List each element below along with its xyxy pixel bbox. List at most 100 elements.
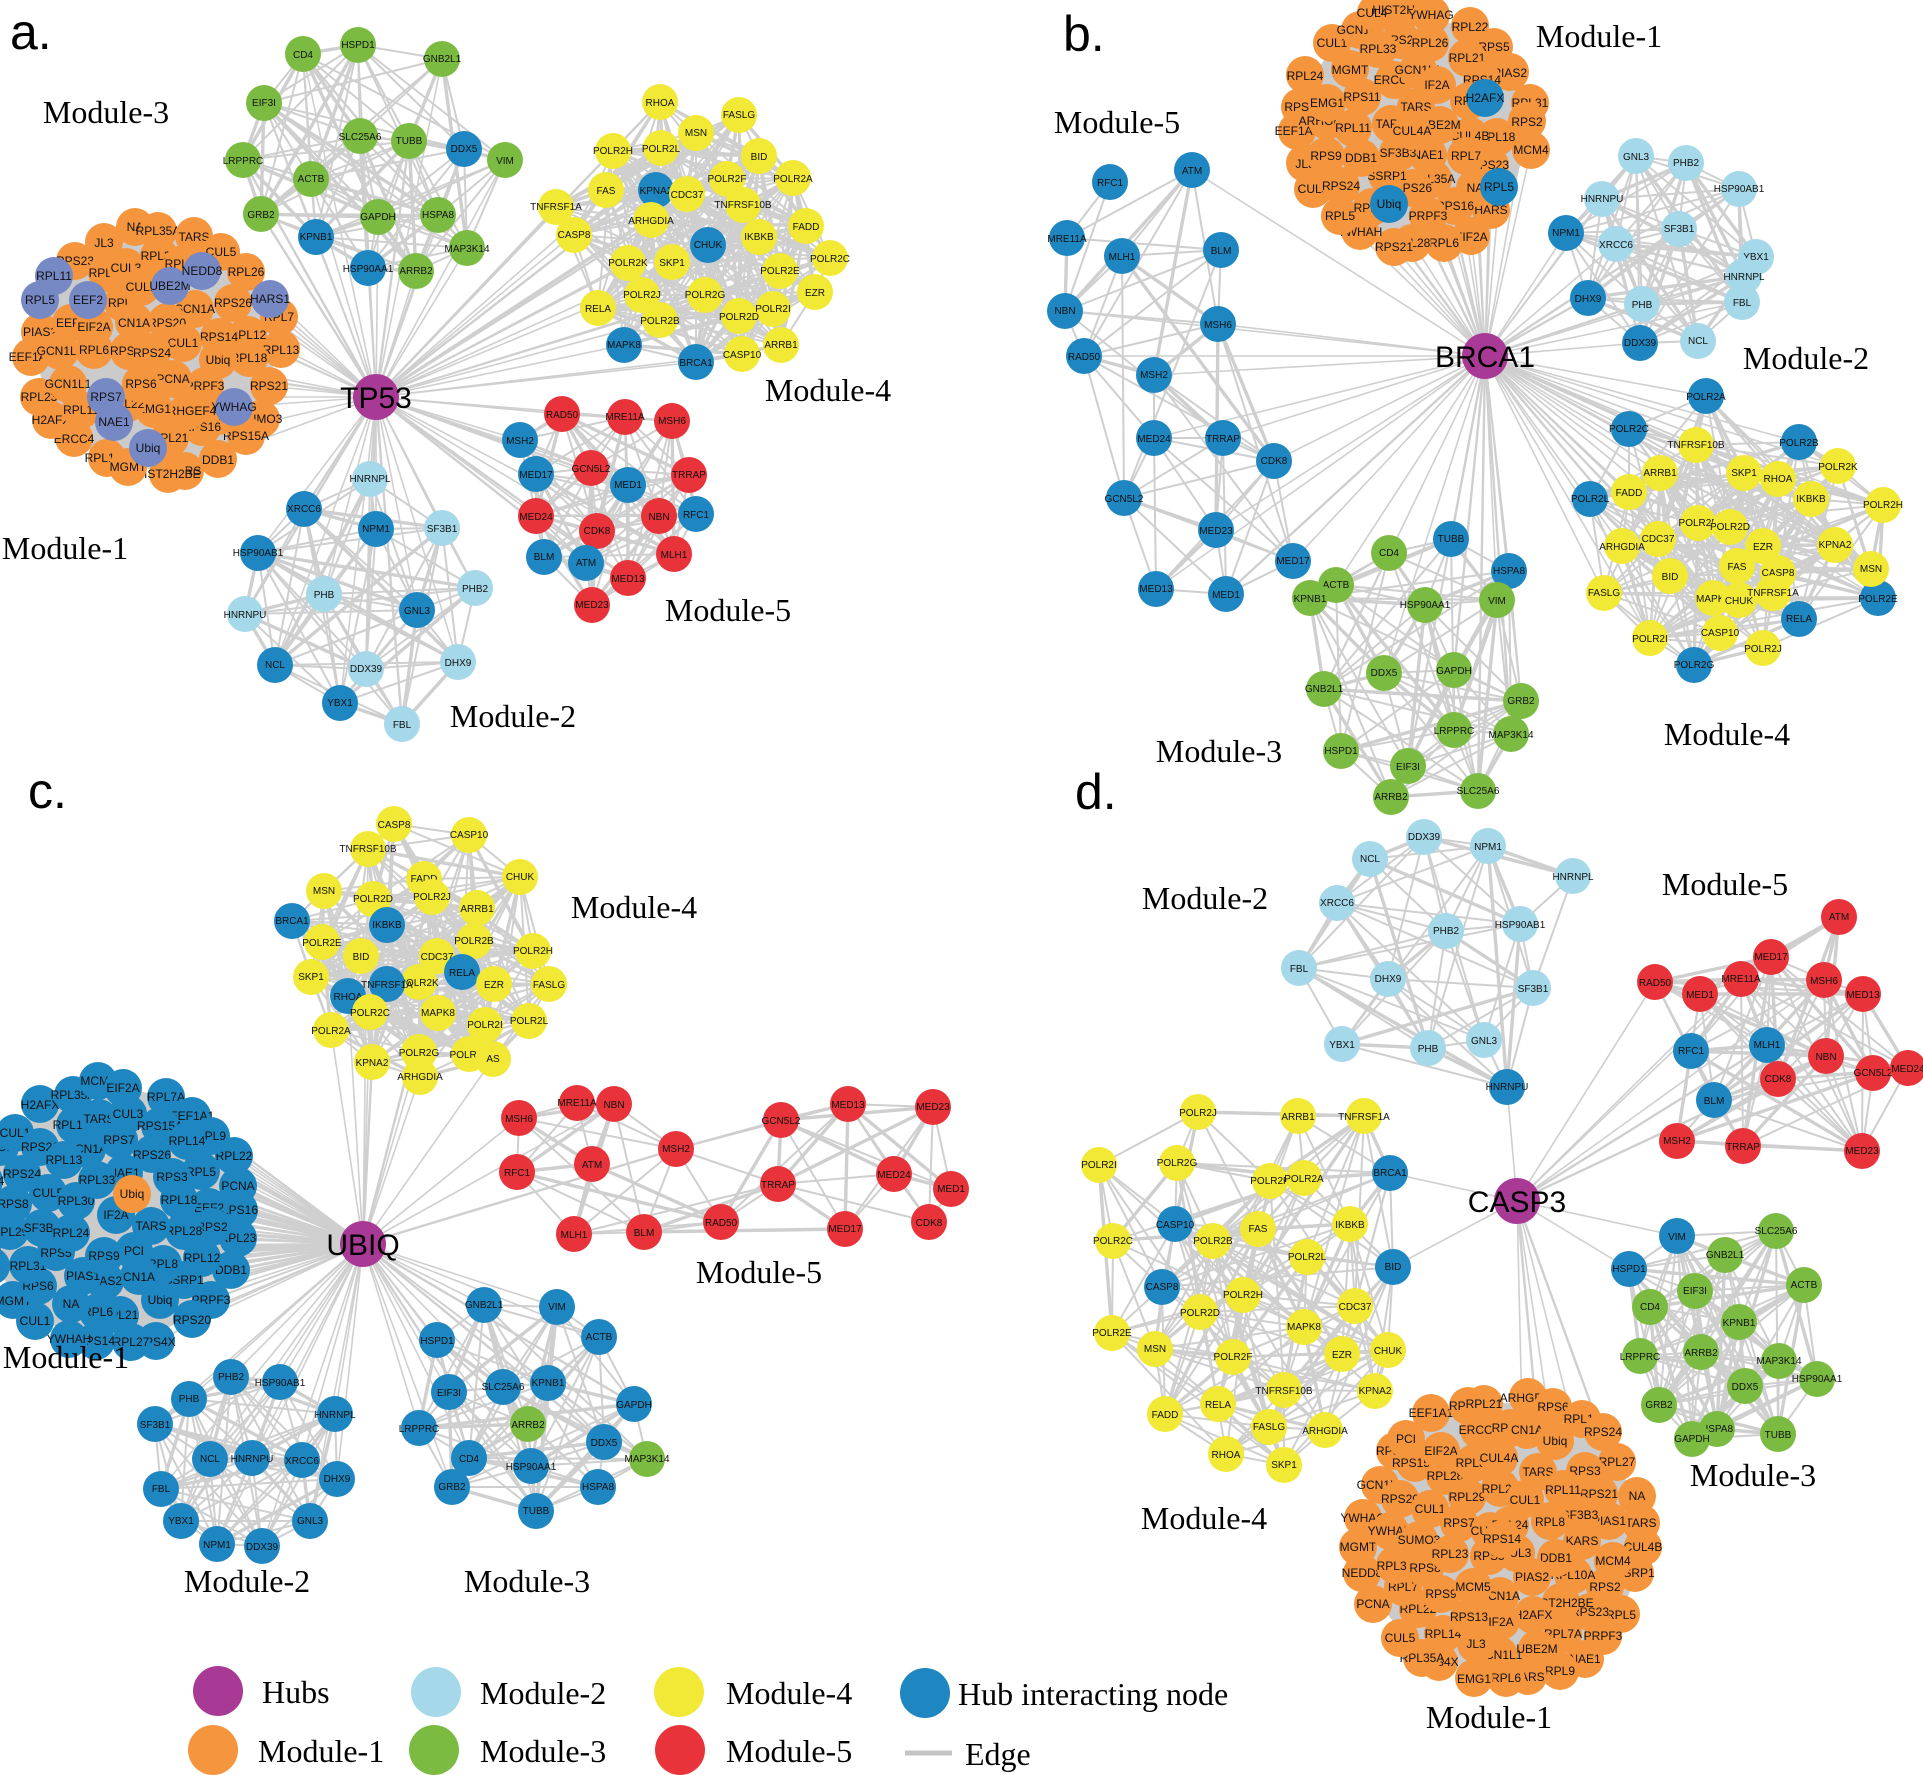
svg-text:DDX5: DDX5 <box>1732 1382 1759 1393</box>
svg-text:HARS1: HARS1 <box>250 292 290 306</box>
svg-text:RPS14: RPS14 <box>200 330 238 344</box>
svg-text:MSH6: MSH6 <box>505 1114 533 1125</box>
svg-text:GRB2: GRB2 <box>438 1482 466 1493</box>
svg-text:EIF3I: EIF3I <box>1683 1286 1707 1297</box>
svg-text:POLR2B: POLR2B <box>1193 1236 1233 1247</box>
svg-text:RPS15A: RPS15A <box>223 429 269 443</box>
svg-text:MSH2: MSH2 <box>1663 1136 1691 1147</box>
svg-text:RPL14: RPL14 <box>1425 1627 1462 1641</box>
svg-text:Module-1: Module-1 <box>258 1733 384 1769</box>
svg-text:GCN5L2: GCN5L2 <box>762 1116 801 1127</box>
svg-text:PCNA: PCNA <box>156 372 189 386</box>
svg-text:RHOA: RHOA <box>334 992 363 1003</box>
svg-text:SKP1: SKP1 <box>298 972 324 983</box>
svg-text:RPL9: RPL9 <box>1545 1664 1575 1678</box>
svg-text:ATM: ATM <box>576 558 596 569</box>
svg-text:TP53: TP53 <box>340 382 412 415</box>
svg-text:NEDD8: NEDD8 <box>1342 1566 1383 1580</box>
svg-text:RPL13: RPL13 <box>263 343 300 357</box>
svg-text:PCNA: PCNA <box>221 1179 254 1193</box>
svg-text:SF3B3: SF3B3 <box>1562 1508 1599 1522</box>
svg-text:RPL7A: RPL7A <box>147 1090 185 1104</box>
svg-text:CASP3: CASP3 <box>1468 1186 1566 1219</box>
svg-text:FASLG: FASLG <box>1253 1422 1285 1433</box>
svg-text:GNB2L1: GNB2L1 <box>465 1300 504 1311</box>
svg-text:EEF2: EEF2 <box>73 293 103 307</box>
svg-text:Module-3: Module-3 <box>464 1563 590 1599</box>
svg-text:PRPF3: PRPF3 <box>1409 209 1448 223</box>
svg-text:POLR2G: POLR2G <box>685 290 726 301</box>
svg-text:Ubiq: Ubiq <box>1543 1434 1568 1448</box>
svg-text:HSPA8: HSPA8 <box>422 210 454 221</box>
svg-text:ARHGEF4: ARHGEF4 <box>160 404 217 418</box>
svg-text:HIST2H2BE: HIST2H2BE <box>135 467 200 481</box>
svg-text:POLR2H: POLR2H <box>1223 1290 1263 1301</box>
svg-text:RPS3: RPS3 <box>1569 1464 1601 1478</box>
svg-text:CUL5: CUL5 <box>1385 1631 1416 1645</box>
svg-text:RPL23: RPL23 <box>21 390 58 404</box>
svg-text:Module-2: Module-2 <box>184 1563 310 1599</box>
svg-text:Module-1: Module-1 <box>1536 18 1662 54</box>
svg-text:Hubs: Hubs <box>262 1674 330 1710</box>
svg-text:YBX1: YBX1 <box>168 1516 194 1527</box>
svg-text:LRPPRC: LRPPRC <box>399 1424 440 1435</box>
svg-text:ACTB: ACTB <box>1323 580 1350 591</box>
svg-text:RPS20: RPS20 <box>1381 1492 1419 1506</box>
svg-text:RPS21: RPS21 <box>250 379 288 393</box>
svg-text:BLM: BLM <box>534 552 555 563</box>
svg-text:ATM: ATM <box>582 1160 602 1171</box>
svg-text:AS: AS <box>486 1054 500 1065</box>
svg-text:ACTB: ACTB <box>1791 1280 1818 1291</box>
svg-text:BRCA1: BRCA1 <box>1435 341 1535 374</box>
svg-text:EIF2A: EIF2A <box>77 320 110 334</box>
svg-text:HSP90AB1: HSP90AB1 <box>255 1378 306 1389</box>
svg-text:CUL1: CUL1 <box>1510 1493 1541 1507</box>
svg-text:MSN: MSN <box>1144 1344 1166 1355</box>
svg-text:MRE11A: MRE11A <box>1721 974 1761 985</box>
svg-text:EEF1A1: EEF1A1 <box>1409 1406 1454 1420</box>
svg-text:RPS9: RPS9 <box>88 1249 120 1263</box>
svg-text:PCI: PCI <box>124 1244 144 1258</box>
svg-text:Module-5: Module-5 <box>726 1733 852 1769</box>
svg-text:NBN: NBN <box>648 512 669 523</box>
svg-text:VIM: VIM <box>1668 1232 1686 1243</box>
svg-text:MED13: MED13 <box>1139 584 1173 595</box>
svg-text:NPM1: NPM1 <box>203 1540 231 1551</box>
svg-text:MED23: MED23 <box>1199 526 1233 537</box>
svg-text:CUL4A: CUL4A <box>1480 1451 1519 1465</box>
svg-text:BID: BID <box>353 952 370 963</box>
svg-text:Module-2: Module-2 <box>480 1675 606 1711</box>
svg-text:FASLG: FASLG <box>723 110 755 121</box>
svg-text:FADD: FADD <box>411 874 438 885</box>
svg-text:Module-5: Module-5 <box>696 1254 822 1290</box>
svg-text:NCL: NCL <box>265 660 285 671</box>
svg-text:DHX9: DHX9 <box>445 658 472 669</box>
svg-text:DDX39: DDX39 <box>1624 338 1657 349</box>
svg-text:IKBKB: IKBKB <box>744 232 774 243</box>
svg-text:IKBKB: IKBKB <box>372 920 402 931</box>
svg-text:RFC1: RFC1 <box>683 510 710 521</box>
svg-text:MAPK8: MAPK8 <box>1696 594 1730 605</box>
svg-text:CDC37: CDC37 <box>421 952 454 963</box>
svg-text:SF3B1: SF3B1 <box>1518 984 1549 995</box>
svg-text:RPL14: RPL14 <box>169 1134 206 1148</box>
svg-text:RPL21: RPL21 <box>1466 1397 1503 1411</box>
svg-text:MAPK8: MAPK8 <box>607 340 641 351</box>
svg-text:POLR2C: POLR2C <box>1093 1236 1133 1247</box>
svg-text:SF3B3: SF3B3 <box>24 1221 61 1235</box>
svg-text:RPS21: RPS21 <box>1375 240 1413 254</box>
svg-text:CHUK: CHUK <box>506 872 535 883</box>
svg-text:CD4: CD4 <box>459 1454 479 1465</box>
svg-text:RPL29: RPL29 <box>1449 1490 1486 1504</box>
svg-text:HSPD1: HSPD1 <box>1324 746 1358 757</box>
svg-text:POLR2L: POLR2L <box>510 1016 549 1027</box>
svg-text:YWHAH: YWHAH <box>47 1332 92 1346</box>
svg-text:Module-4: Module-4 <box>1141 1500 1267 1536</box>
svg-text:Module-2: Module-2 <box>1743 340 1869 376</box>
svg-text:KPNA2: KPNA2 <box>1819 540 1852 551</box>
svg-text:RPS8: RPS8 <box>1409 1561 1441 1575</box>
svg-text:HSP90AA1: HSP90AA1 <box>1792 1374 1843 1385</box>
svg-text:NEDD8: NEDD8 <box>182 264 223 278</box>
svg-text:ARRB2: ARRB2 <box>511 1420 545 1431</box>
svg-text:HNRNPL: HNRNPL <box>1552 872 1594 883</box>
